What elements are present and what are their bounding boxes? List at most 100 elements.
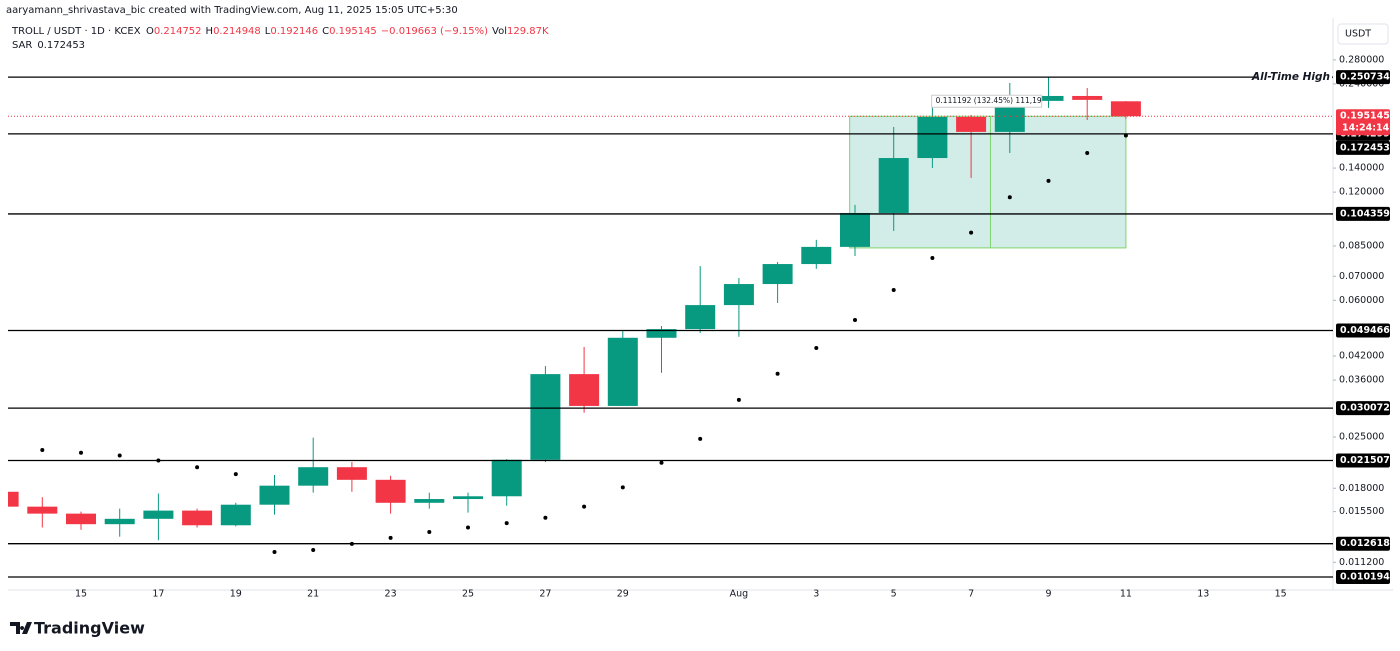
y-tick-label: 0.042000 — [1339, 351, 1384, 362]
key: C — [322, 26, 329, 37]
sar-dot — [1007, 195, 1012, 200]
y-tick-label: 0.015500 — [1339, 506, 1384, 517]
level-label-bg — [1336, 206, 1390, 221]
x-tick-label: 3 — [813, 589, 819, 600]
sar-dot — [775, 371, 780, 376]
annotation-bg — [1258, 70, 1332, 85]
sar-dot — [1046, 178, 1051, 183]
sar-dot — [195, 465, 200, 470]
candle-body — [298, 467, 329, 486]
measure-label-bg — [931, 94, 1043, 108]
candle-body — [414, 499, 445, 503]
candle-body — [1072, 95, 1103, 100]
level-label: 0.250734 — [1340, 72, 1390, 83]
y-tick-label: 0.025000 — [1339, 431, 1384, 442]
sar-dot — [814, 346, 819, 351]
sar-name: SAR — [12, 40, 32, 51]
close: 0.195145 — [329, 26, 377, 37]
sar-dot — [272, 549, 277, 554]
sar-dot — [1085, 150, 1090, 155]
candle-body — [840, 212, 870, 247]
sar-dot — [311, 547, 316, 552]
key: L — [265, 26, 271, 37]
currency-box[interactable] — [1337, 23, 1389, 45]
candle-body — [143, 510, 174, 519]
x-tick-label: Aug — [730, 589, 749, 600]
level-label: 0.012618 — [1340, 538, 1390, 549]
candle-body — [453, 496, 483, 500]
x-tick-label: 15 — [1275, 589, 1287, 600]
plot-area — [8, 77, 1141, 554]
sar-dot — [543, 515, 548, 520]
y-tick-label: 0.018000 — [1339, 483, 1384, 494]
annotation: All-Time High — [1251, 71, 1330, 83]
candle-body — [878, 158, 909, 213]
open: 0.214752 — [154, 26, 202, 37]
level-label: 0.030072 — [1340, 403, 1390, 414]
candle-body — [917, 116, 948, 159]
candle-body — [66, 513, 96, 525]
sar-dot — [736, 397, 741, 402]
sar-label: 0.172453 — [1340, 142, 1390, 153]
legend-line: TROLL / USDT · 1D · KCEX O0.214752 H0.2149… — [11, 26, 549, 37]
symbol: TROLL / USDT · 1D · KCEX — [11, 26, 141, 37]
price-label-bg — [1336, 109, 1390, 136]
candle-body — [220, 504, 251, 526]
x-tick-label: 25 — [462, 589, 474, 600]
candle-body — [182, 510, 213, 526]
change: −0.019663 (−9.15%) — [381, 26, 488, 37]
y-tick-label: 0.085000 — [1339, 240, 1384, 251]
x-tick-label: 5 — [891, 589, 897, 600]
x-tick-label: 17 — [152, 589, 164, 600]
level-label: 0.010194 — [1340, 572, 1390, 583]
x-tick-label: 21 — [307, 589, 319, 600]
y-tick-label: 0.036000 — [1339, 375, 1384, 386]
candle-body — [530, 374, 561, 460]
byline: aaryamann_shrivastava_bic created with T… — [6, 5, 458, 16]
sar-dot — [659, 460, 664, 465]
volume: 129.87K — [507, 26, 549, 37]
level-label-bg — [1336, 570, 1390, 585]
x-tick-label: 23 — [385, 589, 397, 600]
countdown: 14:24:14 — [1342, 123, 1390, 134]
high: 0.214948 — [213, 26, 261, 37]
candle-body — [801, 246, 832, 265]
candle-body — [607, 337, 638, 406]
key: H — [206, 26, 214, 37]
sar-dot — [620, 485, 625, 490]
y-tick-label: 0.280000 — [1339, 54, 1384, 65]
y-tick-label: 0.120000 — [1339, 187, 1384, 198]
y-tick-label: 0.011200 — [1339, 557, 1384, 568]
y-tick-label: 0.060000 — [1339, 295, 1384, 306]
candle-body — [1033, 95, 1064, 101]
candle-body — [646, 329, 677, 338]
candle-body — [336, 467, 367, 480]
x-tick-label: 27 — [539, 589, 551, 600]
level-label: 0.021507 — [1340, 455, 1390, 466]
y-tick-label: 0.070000 — [1339, 271, 1384, 282]
sar-dot — [891, 288, 896, 293]
sar-label-bg — [1336, 140, 1390, 155]
sar-dot — [698, 436, 703, 441]
x-tick-label: 11 — [1120, 589, 1132, 600]
candle-body — [104, 518, 135, 525]
sar-dot — [504, 521, 509, 526]
price-label: 0.195145 — [1340, 111, 1390, 122]
candle-body — [723, 284, 754, 306]
sar-dot — [1123, 133, 1128, 138]
sar-value: 0.172453 — [37, 40, 85, 51]
sar-dot — [930, 255, 935, 260]
level-label-bg — [1336, 70, 1390, 85]
level-label-bg — [1336, 401, 1390, 416]
sar-dot — [40, 447, 45, 452]
candle-body — [375, 479, 406, 503]
sar-dot — [233, 472, 238, 477]
candle-body — [685, 305, 716, 330]
low: 0.192146 — [270, 26, 318, 37]
level-label-bg — [1336, 453, 1390, 468]
sar-dot — [582, 504, 587, 509]
sar-legend: SAR 0.172453 — [12, 40, 85, 51]
level-label-bg — [1336, 323, 1390, 338]
level-label: 0.104359 — [1340, 208, 1390, 219]
sar-dot — [466, 525, 470, 530]
